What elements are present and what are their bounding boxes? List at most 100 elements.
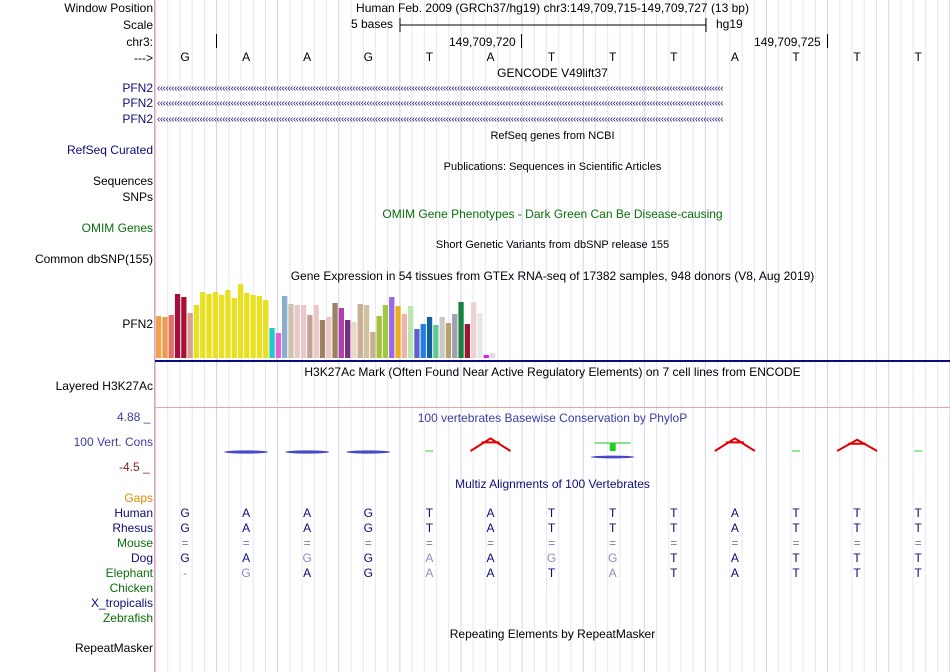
species-label[interactable]: Elephant	[105, 566, 153, 580]
alignment-base: T	[547, 566, 556, 580]
gtex-bar	[187, 313, 193, 358]
base-letter: T	[914, 50, 922, 64]
publications-title[interactable]: Publications: Sequences in Scientific Ar…	[443, 161, 662, 173]
window-position-label: Window Position	[64, 1, 153, 15]
alignment-base: A	[486, 521, 495, 535]
repeatmasker-label[interactable]: RepeatMasker	[74, 641, 153, 655]
gtex-bar	[300, 305, 307, 358]
alignment-base: G	[363, 566, 373, 580]
base-letter: T	[425, 50, 434, 64]
gtex-bar	[263, 300, 269, 358]
track-left-border	[154, 0, 155, 672]
alignment-base: T	[792, 566, 800, 580]
h3k27ac-label[interactable]: Layered H3K27Ac	[55, 379, 153, 393]
alignment-base: T	[425, 521, 434, 535]
repeatmasker-title[interactable]: Repeating Elements by RepeatMasker	[449, 627, 656, 641]
dbsnp-title[interactable]: Short Genetic Variants from dbSNP releas…	[435, 239, 670, 251]
gencode-gene-label[interactable]: PFN2	[122, 112, 153, 126]
gtex-bar	[433, 325, 439, 358]
species-label[interactable]: Mouse	[116, 536, 153, 550]
alignment-base: G	[180, 506, 190, 520]
gtex-bar	[200, 292, 206, 358]
alignment-base: T	[792, 521, 800, 535]
gtex-bar	[332, 303, 338, 358]
gtex-bar	[269, 328, 275, 358]
species-label[interactable]: X_tropicalis	[90, 596, 153, 610]
multiz-gaps-label[interactable]: Gaps	[124, 491, 153, 505]
phylop-mark	[224, 450, 269, 454]
phylop-min-label: -4.5 _	[119, 460, 150, 474]
species-label[interactable]: Human	[114, 506, 153, 520]
dbsnp-label[interactable]: Common dbSNP(155)	[34, 252, 153, 266]
gtex-bar	[174, 294, 181, 358]
gtex-bar	[420, 324, 426, 358]
h3k27ac-title[interactable]: H3K27Ac Mark (Often Found Near Active Re…	[304, 365, 801, 379]
publications-snps-label[interactable]: SNPs	[122, 190, 153, 204]
base-letter: A	[303, 50, 312, 64]
omim-label[interactable]: OMIM Genes	[81, 221, 153, 235]
phylop-label[interactable]: 100 Vert. Cons	[73, 435, 153, 449]
scale-value: 5 bases	[351, 17, 394, 31]
alignment-base: =	[853, 536, 861, 550]
alignment-base: A	[303, 521, 312, 535]
gtex-bar	[313, 305, 319, 358]
species-label[interactable]: Chicken	[109, 581, 153, 595]
multiz-title[interactable]: Multiz Alignments of 100 Vertebrates	[455, 477, 650, 491]
alignment-base: A	[486, 566, 495, 580]
gtex-bar	[193, 305, 200, 358]
alignment-base: =	[670, 536, 678, 550]
alignment-base: A	[242, 506, 251, 520]
alignment-base: A	[425, 566, 434, 580]
gtex-bar	[307, 315, 313, 358]
phylop-title[interactable]: 100 vertebrates Basewise Conservation by…	[417, 411, 688, 425]
gtex-bar	[345, 320, 351, 358]
species-label[interactable]: Zebrafish	[102, 611, 153, 625]
alignment-base: G	[180, 521, 190, 535]
gtex-bar	[439, 317, 445, 358]
alignment-base: T	[914, 506, 922, 520]
gencode-gene-track[interactable]: ‹‹‹‹‹‹‹‹‹‹‹‹‹‹‹‹‹‹‹‹‹‹‹‹‹‹‹‹‹‹‹‹‹‹‹‹‹‹‹‹…	[157, 99, 724, 108]
gencode-gene-track[interactable]: ‹‹‹‹‹‹‹‹‹‹‹‹‹‹‹‹‹‹‹‹‹‹‹‹‹‹‹‹‹‹‹‹‹‹‹‹‹‹‹‹…	[157, 84, 724, 93]
gencode-gene-track[interactable]: ‹‹‹‹‹‹‹‹‹‹‹‹‹‹‹‹‹‹‹‹‹‹‹‹‹‹‹‹‹‹‹‹‹‹‹‹‹‹‹‹…	[157, 115, 724, 124]
species-label[interactable]: Rhesus	[112, 521, 153, 535]
refseq-label[interactable]: RefSeq Curated	[66, 143, 153, 157]
base-letter: T	[670, 50, 678, 64]
gtex-bar	[351, 322, 357, 358]
gtex-bar	[338, 308, 344, 358]
species-label[interactable]: Dog	[130, 551, 153, 565]
phylop-max-label: 4.88 _	[117, 410, 151, 424]
gtex-title[interactable]: Gene Expression in 54 tissues from GTEx …	[290, 269, 815, 283]
phylop-wiggle[interactable]	[155, 420, 950, 470]
phylop-peak	[714, 437, 756, 452]
gtex-bar	[206, 294, 212, 358]
gencode-gene-label[interactable]: PFN2	[122, 96, 153, 110]
refseq-title[interactable]: RefSeq genes from NCBI	[490, 130, 615, 142]
alignment-base: =	[303, 536, 311, 550]
gtex-bar	[426, 317, 433, 358]
alignment-base: A	[730, 521, 739, 535]
gtex-bar	[445, 323, 452, 358]
omim-title[interactable]: OMIM Gene Phenotypes - Dark Green Can Be…	[382, 207, 723, 221]
publications-sequences-label[interactable]: Sequences	[92, 174, 153, 188]
h3k27ac-baseline	[155, 360, 950, 362]
gtex-bar	[471, 302, 477, 358]
gtex-bar	[477, 313, 483, 358]
gencode-gene-label[interactable]: PFN2	[122, 81, 153, 95]
gtex-gene-label[interactable]: PFN2	[122, 317, 153, 331]
gtex-bar	[464, 324, 470, 358]
alignment-base: T	[670, 506, 678, 520]
alignment-base: A	[730, 506, 739, 520]
alignment-base: G	[363, 506, 373, 520]
alignment-base: T	[670, 551, 678, 565]
gencode-title[interactable]: GENCODE V49lift37	[497, 66, 608, 80]
gtex-bar-chart[interactable]	[155, 283, 950, 361]
position-tick-label-2: 149,709,725	[754, 35, 821, 49]
gtex-bar	[168, 315, 174, 358]
gtex-bar	[219, 295, 225, 358]
alignment-base: G	[302, 551, 312, 565]
gtex-bar	[256, 296, 263, 358]
gtex-bar	[326, 317, 332, 358]
position-tick	[521, 34, 522, 48]
alignment-base: G	[608, 551, 618, 565]
alignment-base: T	[914, 566, 922, 580]
